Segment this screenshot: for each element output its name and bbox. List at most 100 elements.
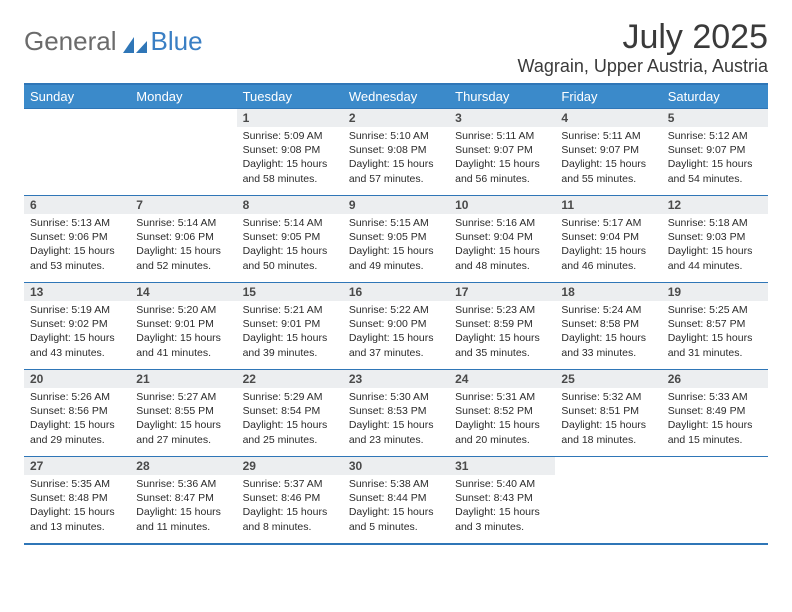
- day-details: Sunrise: 5:20 AMSunset: 9:01 PMDaylight:…: [130, 301, 236, 364]
- calendar-day-cell: 13Sunrise: 5:19 AMSunset: 9:02 PMDayligh…: [24, 283, 130, 370]
- sunset-line: Sunset: 9:05 PM: [349, 230, 443, 244]
- sunrise-line: Sunrise: 5:19 AM: [30, 303, 124, 317]
- day-details: Sunrise: 5:40 AMSunset: 8:43 PMDaylight:…: [449, 475, 555, 538]
- day-number: 20: [24, 370, 130, 388]
- sunset-line: Sunset: 9:04 PM: [455, 230, 549, 244]
- calendar-day-cell: 8Sunrise: 5:14 AMSunset: 9:05 PMDaylight…: [237, 196, 343, 283]
- daylight-line: and 50 minutes.: [243, 259, 337, 273]
- calendar-day-cell: 24Sunrise: 5:31 AMSunset: 8:52 PMDayligh…: [449, 370, 555, 457]
- sunrise-line: Sunrise: 5:24 AM: [561, 303, 655, 317]
- calendar-day-cell: 19Sunrise: 5:25 AMSunset: 8:57 PMDayligh…: [662, 283, 768, 370]
- day-number: 14: [130, 283, 236, 301]
- sunrise-line: Sunrise: 5:40 AM: [455, 477, 549, 491]
- day-header: Monday: [130, 84, 236, 109]
- day-details: Sunrise: 5:26 AMSunset: 8:56 PMDaylight:…: [24, 388, 130, 451]
- sunset-line: Sunset: 9:08 PM: [243, 143, 337, 157]
- sunset-line: Sunset: 8:53 PM: [349, 404, 443, 418]
- calendar-day-cell: 22Sunrise: 5:29 AMSunset: 8:54 PMDayligh…: [237, 370, 343, 457]
- day-details: Sunrise: 5:27 AMSunset: 8:55 PMDaylight:…: [130, 388, 236, 451]
- day-number: 6: [24, 196, 130, 214]
- calendar-day-cell: 28Sunrise: 5:36 AMSunset: 8:47 PMDayligh…: [130, 457, 236, 545]
- daylight-line: Daylight: 15 hours: [30, 505, 124, 519]
- daylight-line: and 13 minutes.: [30, 520, 124, 534]
- daylight-line: and 27 minutes.: [136, 433, 230, 447]
- sunrise-line: Sunrise: 5:31 AM: [455, 390, 549, 404]
- day-number: 3: [449, 109, 555, 127]
- daylight-line: Daylight: 15 hours: [561, 418, 655, 432]
- sunset-line: Sunset: 8:48 PM: [30, 491, 124, 505]
- sunrise-line: Sunrise: 5:10 AM: [349, 129, 443, 143]
- sunrise-line: Sunrise: 5:20 AM: [136, 303, 230, 317]
- sunset-line: Sunset: 9:03 PM: [668, 230, 762, 244]
- logo-sail-icon: [123, 35, 149, 53]
- daylight-line: Daylight: 15 hours: [243, 157, 337, 171]
- calendar-day-cell: 4Sunrise: 5:11 AMSunset: 9:07 PMDaylight…: [555, 109, 661, 196]
- daylight-line: Daylight: 15 hours: [455, 244, 549, 258]
- sunrise-line: Sunrise: 5:26 AM: [30, 390, 124, 404]
- calendar-week-row: 6Sunrise: 5:13 AMSunset: 9:06 PMDaylight…: [24, 196, 768, 283]
- sunrise-line: Sunrise: 5:23 AM: [455, 303, 549, 317]
- daylight-line: Daylight: 15 hours: [136, 244, 230, 258]
- calendar-day-cell: 12Sunrise: 5:18 AMSunset: 9:03 PMDayligh…: [662, 196, 768, 283]
- sunrise-line: Sunrise: 5:16 AM: [455, 216, 549, 230]
- daylight-line: Daylight: 15 hours: [243, 244, 337, 258]
- day-details: Sunrise: 5:30 AMSunset: 8:53 PMDaylight:…: [343, 388, 449, 451]
- daylight-line: Daylight: 15 hours: [455, 418, 549, 432]
- daylight-line: Daylight: 15 hours: [455, 157, 549, 171]
- daylight-line: and 33 minutes.: [561, 346, 655, 360]
- sunset-line: Sunset: 8:54 PM: [243, 404, 337, 418]
- sunset-line: Sunset: 8:57 PM: [668, 317, 762, 331]
- daylight-line: Daylight: 15 hours: [668, 418, 762, 432]
- sunrise-line: Sunrise: 5:35 AM: [30, 477, 124, 491]
- daylight-line: Daylight: 15 hours: [561, 331, 655, 345]
- daylight-line: and 23 minutes.: [349, 433, 443, 447]
- calendar-week-row: 20Sunrise: 5:26 AMSunset: 8:56 PMDayligh…: [24, 370, 768, 457]
- page-subtitle: Wagrain, Upper Austria, Austria: [518, 56, 768, 77]
- daylight-line: and 52 minutes.: [136, 259, 230, 273]
- day-number: 4: [555, 109, 661, 127]
- sunrise-line: Sunrise: 5:11 AM: [455, 129, 549, 143]
- daylight-line: and 15 minutes.: [668, 433, 762, 447]
- sunset-line: Sunset: 9:04 PM: [561, 230, 655, 244]
- daylight-line: Daylight: 15 hours: [349, 157, 443, 171]
- day-number: 25: [555, 370, 661, 388]
- sunset-line: Sunset: 9:02 PM: [30, 317, 124, 331]
- daylight-line: and 41 minutes.: [136, 346, 230, 360]
- sunrise-line: Sunrise: 5:32 AM: [561, 390, 655, 404]
- day-number: 11: [555, 196, 661, 214]
- day-header: Thursday: [449, 84, 555, 109]
- day-details: Sunrise: 5:09 AMSunset: 9:08 PMDaylight:…: [237, 127, 343, 190]
- daylight-line: and 53 minutes.: [30, 259, 124, 273]
- day-number: 13: [24, 283, 130, 301]
- day-details: Sunrise: 5:11 AMSunset: 9:07 PMDaylight:…: [555, 127, 661, 190]
- day-number: 2: [343, 109, 449, 127]
- day-details: Sunrise: 5:38 AMSunset: 8:44 PMDaylight:…: [343, 475, 449, 538]
- day-number: 19: [662, 283, 768, 301]
- sunrise-line: Sunrise: 5:29 AM: [243, 390, 337, 404]
- calendar-page: General Blue July 2025 Wagrain, Upper Au…: [0, 0, 792, 612]
- day-number: 24: [449, 370, 555, 388]
- calendar-day-cell: 26Sunrise: 5:33 AMSunset: 8:49 PMDayligh…: [662, 370, 768, 457]
- sunset-line: Sunset: 8:58 PM: [561, 317, 655, 331]
- daylight-line: Daylight: 15 hours: [243, 331, 337, 345]
- day-details: Sunrise: 5:31 AMSunset: 8:52 PMDaylight:…: [449, 388, 555, 451]
- calendar-day-cell: 3Sunrise: 5:11 AMSunset: 9:07 PMDaylight…: [449, 109, 555, 196]
- daylight-line: Daylight: 15 hours: [561, 244, 655, 258]
- calendar-week-row: 1Sunrise: 5:09 AMSunset: 9:08 PMDaylight…: [24, 109, 768, 196]
- daylight-line: Daylight: 15 hours: [30, 244, 124, 258]
- day-header: Saturday: [662, 84, 768, 109]
- day-number: 12: [662, 196, 768, 214]
- day-header: Friday: [555, 84, 661, 109]
- sunrise-line: Sunrise: 5:12 AM: [668, 129, 762, 143]
- calendar-day-cell: 16Sunrise: 5:22 AMSunset: 9:00 PMDayligh…: [343, 283, 449, 370]
- sunrise-line: Sunrise: 5:18 AM: [668, 216, 762, 230]
- day-number: 15: [237, 283, 343, 301]
- daylight-line: and 37 minutes.: [349, 346, 443, 360]
- day-number: 10: [449, 196, 555, 214]
- daylight-line: Daylight: 15 hours: [349, 505, 443, 519]
- sunrise-line: Sunrise: 5:37 AM: [243, 477, 337, 491]
- calendar-header-row: Sunday Monday Tuesday Wednesday Thursday…: [24, 84, 768, 109]
- day-number: 17: [449, 283, 555, 301]
- daylight-line: and 3 minutes.: [455, 520, 549, 534]
- page-title: July 2025: [518, 20, 768, 54]
